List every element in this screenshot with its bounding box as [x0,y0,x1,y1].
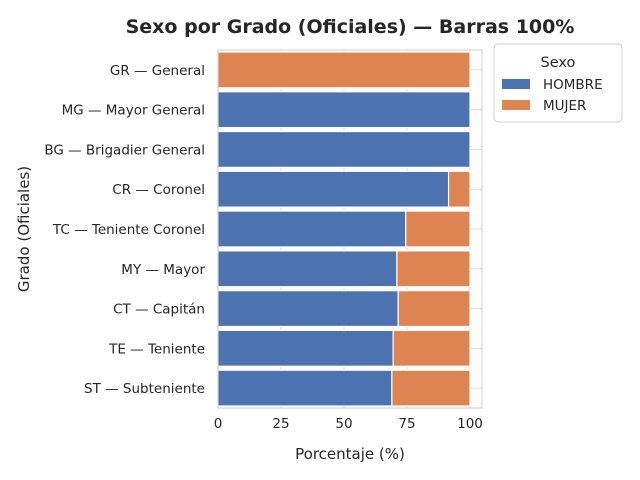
y-tick-labels: GR — General MG — Mayor General BG — Briga… [44,63,205,397]
legend-swatch-hombre [502,79,530,89]
legend-label-mujer: MUJER [543,98,586,114]
bar-mujer-0 [217,51,471,89]
plot-frame [217,49,483,409]
bar-mujer-5 [396,250,471,288]
bar-hombre-4 [217,210,407,248]
legend-title: Sexo [541,55,576,71]
x-axis-label: Porcentaje (%) [295,445,405,463]
legend-label-hombre: HOMBRE [543,77,603,93]
x-tick-label: 50 [335,416,352,432]
bar-mujer-8 [391,369,471,407]
bar-hombre-3 [217,170,450,208]
y-tick-label: TE — Teniente [108,341,205,357]
bar-hombre-1 [217,91,471,129]
bar-hombre-6 [217,290,399,328]
y-tick-label: CT — Capitán [113,302,205,318]
y-tick-label: TC — Teniente Coronel [52,222,205,238]
bar-mujer-4 [405,210,471,248]
y-tick-label: MG — Mayor General [62,103,205,119]
bar-hombre-2 [217,130,471,168]
bars [217,51,471,407]
chart-title: Sexo por Grado (Oficiales) — Barras 100% [126,16,575,38]
y-tick-label: MY — Mayor [121,262,205,278]
bar-hombre-5 [217,250,398,288]
bar-mujer-6 [397,290,471,328]
y-tick-label: CR — Coronel [112,182,205,198]
y-tick-label: GR — General [110,63,205,79]
y-tick-label: BG — Brigadier General [44,142,205,158]
x-tick-label: 25 [272,416,289,432]
x-tick-label: 75 [398,416,415,432]
x-tick-label: 0 [214,416,223,432]
y-axis-label: Grado (Oficiales) [15,166,33,292]
legend: Sexo HOMBRE MUJER [493,43,623,123]
y-tick-label: ST — Subteniente [84,381,205,397]
bar-hombre-7 [217,329,394,367]
bar-mujer-7 [392,329,471,367]
x-tick-label: 100 [457,416,483,432]
bar-mujer-3 [447,170,471,208]
bar-hombre-8 [217,369,393,407]
legend-swatch-mujer [502,100,530,110]
x-tick-labels: 0 25 50 75 100 [214,416,483,432]
